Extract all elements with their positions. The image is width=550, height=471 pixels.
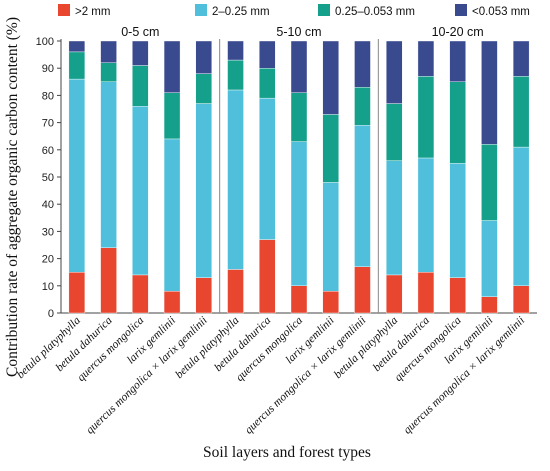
bar-segment [386, 40, 403, 104]
legend-swatch [455, 4, 467, 16]
legend-swatch [58, 4, 70, 16]
bar-segment [100, 62, 117, 82]
bar-segment [163, 138, 181, 292]
bar-segment [354, 40, 371, 88]
bar-segment [163, 40, 181, 93]
bar-segment [195, 40, 213, 74]
y-tick-label: 80 [42, 90, 54, 102]
bar-segment [322, 40, 339, 115]
bar-segment [259, 97, 276, 240]
bar-segment [417, 272, 435, 314]
bar-segment [259, 239, 276, 314]
bar-segment [322, 291, 339, 314]
bar-segment [481, 144, 498, 221]
x-axis-title: Soil layers and forest types [203, 444, 371, 461]
bar-segment [132, 65, 149, 107]
bar-segment [100, 40, 117, 63]
x-tick-label: betula dahurica [371, 314, 432, 374]
group-label: 10-20 cm [432, 25, 484, 39]
y-axis-title: Contribution rate of aggregate organic c… [4, 17, 21, 377]
bar-segment [354, 87, 371, 126]
bar-segment [290, 285, 308, 314]
y-tick-label: 30 [42, 226, 54, 238]
bar-segment [227, 59, 244, 91]
bar-segment [132, 106, 149, 276]
bar-segment [417, 40, 435, 77]
bar-segment [227, 269, 244, 314]
bar-segment [68, 272, 86, 314]
bar-segment [290, 40, 308, 93]
bar-segment [354, 266, 371, 314]
bar-segment [449, 40, 466, 82]
bar-segment [512, 76, 530, 148]
y-tick-label: 50 [42, 172, 54, 184]
bar-segment [481, 296, 498, 314]
y-tick-label: 20 [42, 254, 54, 266]
y-tick-label: 60 [42, 145, 54, 157]
y-tick-label: 90 [42, 63, 54, 75]
bar-segment [512, 40, 530, 77]
x-tick-label: betula dahurica [54, 314, 115, 374]
y-tick-label: 40 [42, 199, 54, 211]
bar-segment [449, 277, 466, 314]
x-tick-label: betula dahurica [212, 314, 273, 374]
bar-segment [512, 146, 530, 287]
bar-segment [290, 92, 308, 142]
bar-segment [449, 163, 466, 278]
bar-segment [449, 81, 466, 164]
y-tick-label: 0 [48, 308, 54, 320]
bar-segment [195, 277, 213, 314]
bar-segment [354, 125, 371, 267]
bar-segment [195, 73, 213, 104]
bar-segment [386, 160, 403, 276]
bar-segment [195, 103, 213, 278]
bar-segment [68, 51, 86, 80]
legend-label: >2 mm [75, 6, 110, 18]
bar-segment [68, 40, 86, 53]
y-tick-label: 70 [42, 118, 54, 130]
bar-segment [163, 92, 181, 140]
bar-segment [100, 247, 117, 314]
y-tick-label: 10 [42, 281, 54, 293]
group-label: 0-5 cm [121, 25, 159, 39]
bar-segment [386, 103, 403, 161]
bar-segment [259, 40, 276, 69]
bar-segment [132, 274, 149, 314]
bar-segment [227, 89, 244, 270]
bar-segment [259, 67, 276, 99]
bar-segment [100, 81, 117, 248]
bar-segment [417, 157, 435, 273]
bar-segment [481, 40, 498, 145]
bar-segment [481, 220, 498, 297]
legend-label: 2–0.25 mm [212, 6, 270, 18]
bar-segment [322, 182, 339, 292]
bar-segment [132, 40, 149, 66]
legend-label: 0.25–0.053 mm [335, 6, 415, 18]
bar-segment [322, 114, 339, 183]
bar-segment [386, 274, 403, 314]
legend-swatch [195, 4, 207, 16]
legend-swatch [318, 4, 330, 16]
bar-segment [290, 141, 308, 287]
bar-segment [417, 76, 435, 159]
bar-segment [163, 291, 181, 314]
legend-label: <0.053 mm [472, 6, 530, 18]
group-label: 5-10 cm [276, 25, 321, 39]
bar-segment [512, 285, 530, 314]
y-tick-label: 100 [36, 36, 54, 48]
bar-segment [227, 40, 244, 61]
bar-segment [68, 78, 86, 273]
